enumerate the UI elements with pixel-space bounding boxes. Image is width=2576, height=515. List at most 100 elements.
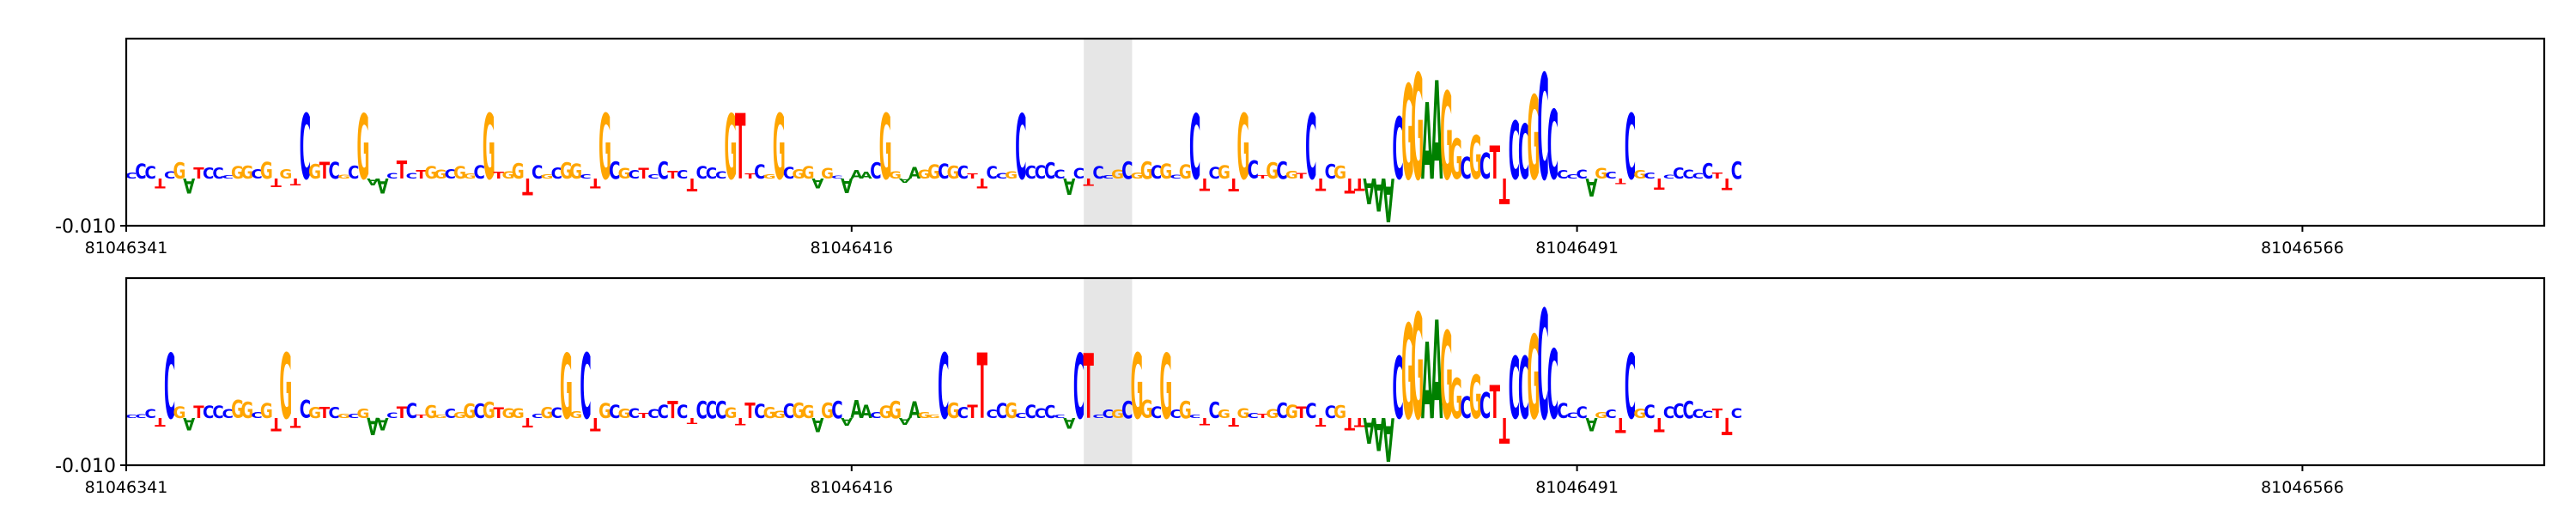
- logo-letter: C: [677, 402, 688, 423]
- logo-letter: C: [1605, 407, 1616, 421]
- logo-letter: G: [463, 173, 476, 180]
- logo-letter: G: [598, 400, 611, 424]
- logo-letter: A: [1373, 167, 1385, 219]
- logo-letter: G: [927, 415, 940, 420]
- logo-letter: C: [754, 161, 765, 183]
- logo-letter: G: [1595, 410, 1607, 421]
- logo-letter: G: [424, 165, 437, 184]
- logo-letter: T: [193, 165, 204, 183]
- logo-letter: C: [1537, 281, 1548, 455]
- logo-letter: T: [687, 415, 697, 426]
- logo-letter: C: [348, 413, 359, 420]
- x-tick-label: 81046491: [1535, 478, 1619, 497]
- logo-letter: A: [860, 170, 873, 181]
- logo-letter: G: [357, 406, 370, 421]
- x-tick-label: 81046341: [85, 239, 168, 258]
- logo-letter: A: [1585, 414, 1598, 435]
- logo-letter: T: [638, 166, 648, 182]
- logo-letter: C: [1673, 165, 1684, 183]
- logo-letter: T: [1315, 415, 1327, 429]
- logo-letter: C: [696, 163, 708, 183]
- logo-letter: T: [1499, 170, 1510, 209]
- logo-letter: T: [493, 406, 504, 422]
- logo-letter: G: [279, 166, 292, 181]
- logo-letter: C: [125, 172, 137, 180]
- logo-letter: G: [1449, 368, 1462, 433]
- logo-letter: G: [1266, 407, 1279, 421]
- logo-letter: C: [831, 175, 842, 179]
- logo-letter: C: [300, 396, 311, 424]
- logo-letter: G: [240, 162, 253, 183]
- logo-letter: G: [308, 161, 321, 184]
- logo-letter: G: [927, 161, 940, 183]
- logo-letter: T: [1499, 409, 1510, 449]
- logo-letter: G: [337, 174, 350, 180]
- logo-letter: T: [1229, 174, 1240, 195]
- logo-letter: C: [580, 173, 591, 180]
- logo-letter: G: [501, 170, 514, 181]
- logo-letter: C: [135, 160, 146, 184]
- logo-letter: C: [1518, 108, 1529, 196]
- logo-letter: C: [706, 165, 717, 183]
- logo-letter: C: [1054, 167, 1065, 181]
- logo-letter: G: [1218, 407, 1230, 421]
- logo-letter: C: [715, 397, 726, 424]
- logo-letter: A: [1373, 407, 1385, 458]
- logo-letter: A: [850, 168, 863, 182]
- x-tick-label: 81046416: [810, 239, 893, 258]
- logo-letter: G: [1266, 159, 1279, 185]
- logo-letter: C: [1121, 158, 1133, 185]
- logo-letter: G: [618, 167, 631, 183]
- logo-letter: A: [376, 173, 388, 197]
- logo-letter: C: [831, 396, 842, 424]
- logo-letter: C: [1547, 90, 1558, 202]
- logo-letter: C: [1015, 412, 1026, 420]
- logo-letter: G: [560, 336, 573, 439]
- logo-letter: G: [337, 413, 350, 420]
- logo-letter: C: [386, 412, 398, 421]
- logo-letter: G: [947, 399, 960, 424]
- logo-letter: C: [986, 163, 997, 183]
- logo-letter: T: [416, 415, 428, 420]
- logo-letter: T: [1229, 415, 1240, 429]
- logo-letter: G: [240, 398, 253, 424]
- logo-letter: A: [1421, 82, 1433, 204]
- logo-letter: C: [144, 165, 155, 184]
- logo-letter: T: [1296, 404, 1307, 422]
- logo-letter: C: [1325, 161, 1336, 184]
- logo-letter: C: [1103, 174, 1115, 180]
- logo-letter: G: [802, 162, 815, 183]
- logo-letter: C: [706, 396, 717, 424]
- logo-letter: A: [367, 412, 379, 439]
- x-tick-label: 81046341: [85, 478, 168, 497]
- logo-letter: C: [1577, 404, 1588, 422]
- logo-letter: C: [1044, 159, 1055, 185]
- logo-letter: C: [125, 415, 137, 420]
- logo-letter: T: [1345, 173, 1356, 197]
- logo-letter: A: [1382, 163, 1394, 233]
- logo-letter: T: [397, 404, 408, 422]
- logo-letter: C: [996, 399, 1007, 423]
- logo-letter: T: [667, 396, 677, 424]
- logo-letter: C: [1248, 412, 1259, 420]
- logo-letter: G: [1111, 167, 1124, 181]
- logo-letter: G: [463, 400, 476, 423]
- logo-letter: A: [841, 173, 854, 197]
- logo-letter: C: [1044, 402, 1055, 422]
- logo-letter: A: [860, 400, 873, 422]
- logo-letter: G: [483, 398, 495, 424]
- logo-letter: G: [483, 96, 495, 200]
- logo-letter: G: [918, 167, 931, 182]
- logo-letter: C: [986, 408, 997, 421]
- logo-letter: A: [1431, 294, 1443, 451]
- logo-letter: T: [319, 159, 331, 185]
- logo-letter: G: [1469, 124, 1482, 194]
- logo-letter: T: [1490, 378, 1501, 429]
- logo-letter: C: [657, 156, 668, 185]
- logo-letter: G: [569, 160, 582, 184]
- logo-letter: G: [308, 404, 321, 422]
- logo-letter: C: [1518, 339, 1529, 438]
- logo-letter: C: [938, 161, 949, 185]
- logo-letter: T: [522, 415, 533, 430]
- logo-letter: T: [1084, 336, 1094, 439]
